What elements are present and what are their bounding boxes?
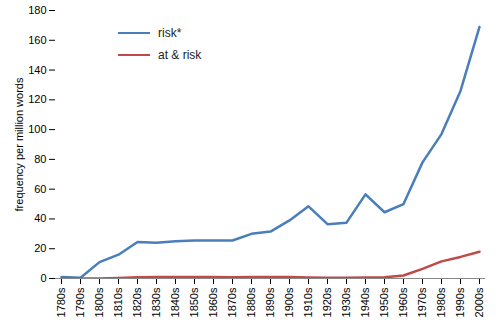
html-text:risk*: risk* [158, 26, 182, 40]
svg-text:1820s: 1820s [131, 287, 143, 317]
svg-text:2000s: 2000s [473, 287, 485, 317]
svg-text:60: 60 [34, 183, 46, 195]
svg-text:1950s: 1950s [378, 287, 390, 317]
svg-text:1840s: 1840s [169, 287, 181, 317]
svg-text:100: 100 [28, 123, 46, 135]
svg-text:1980s: 1980s [435, 287, 447, 317]
svg-text:1900s: 1900s [283, 287, 295, 317]
svg-text:1880s: 1880s [245, 287, 257, 317]
svg-text:1780s: 1780s [55, 287, 67, 317]
svg-text:0: 0 [40, 272, 46, 284]
svg-text:1940s: 1940s [359, 287, 371, 317]
svg-text:80: 80 [34, 153, 46, 165]
svg-text:1860s: 1860s [207, 287, 219, 317]
svg-text:20: 20 [34, 242, 46, 254]
html-text:at & risk: at & risk [158, 48, 202, 62]
svg-text:1850s: 1850s [188, 287, 200, 317]
svg-text:1790s: 1790s [74, 287, 86, 317]
svg-text:1810s: 1810s [112, 287, 124, 317]
svg-text:1800s: 1800s [93, 287, 105, 317]
svg-text:1920s: 1920s [321, 287, 333, 317]
svg-text:1890s: 1890s [264, 287, 276, 317]
svg-text:1930s: 1930s [340, 287, 352, 317]
svg-text:1870s: 1870s [226, 287, 238, 317]
svg-text:140: 140 [28, 64, 46, 76]
svg-text:40: 40 [34, 212, 46, 224]
svg-text:160: 160 [28, 34, 46, 46]
svg-text:1960s: 1960s [397, 287, 409, 317]
svg-text:120: 120 [28, 93, 46, 105]
svg-text:180: 180 [28, 4, 46, 16]
svg-text:1970s: 1970s [416, 287, 428, 317]
svg-text:1830s: 1830s [150, 287, 162, 317]
svg-text:1910s: 1910s [302, 287, 314, 317]
svg-text:frequency per million words: frequency per million words [13, 77, 25, 211]
svg-text:1990s: 1990s [454, 287, 466, 317]
